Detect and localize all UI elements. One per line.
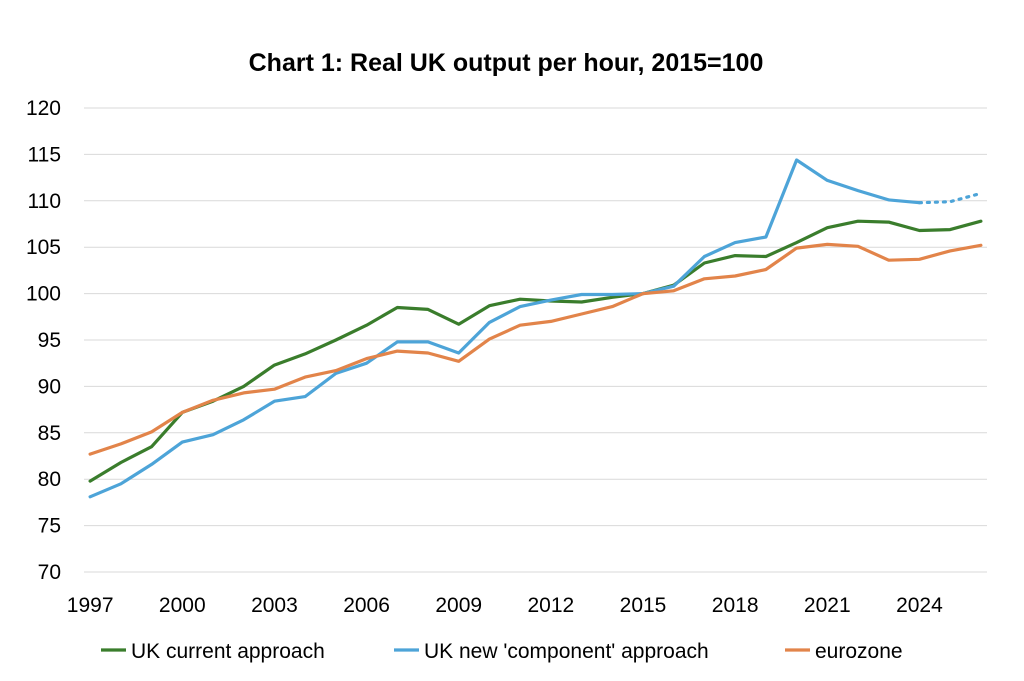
y-tick-label: 115 xyxy=(28,143,61,166)
legend-label: UK new 'component' approach xyxy=(424,640,709,663)
x-tick-label: 2015 xyxy=(620,594,667,617)
y-tick-label: 95 xyxy=(38,329,61,352)
y-tick-label: 85 xyxy=(38,422,61,445)
series-line-uk-new-component-approach-projection xyxy=(917,191,983,205)
x-tick-label: 2021 xyxy=(804,594,851,617)
x-tick-label: 2012 xyxy=(527,594,574,617)
series-line-uk-current-approach xyxy=(88,219,983,483)
x-tick-label: 2024 xyxy=(896,594,943,617)
x-tick-label: 2009 xyxy=(435,594,482,617)
y-axis-tick-labels: 120 115 110 105 100 95 90 85 80 75 70 xyxy=(26,97,61,584)
y-tick-label: 70 xyxy=(38,561,61,584)
series-lines xyxy=(88,158,983,499)
legend-label: UK current approach xyxy=(131,640,325,663)
y-tick-label: 80 xyxy=(38,468,61,491)
legend-label: eurozone xyxy=(815,640,903,663)
y-tick-label: 100 xyxy=(26,283,61,306)
y-tick-label: 105 xyxy=(26,236,61,259)
x-tick-label: 2000 xyxy=(159,594,206,617)
x-tick-label: 2003 xyxy=(251,594,298,617)
y-tick-label: 110 xyxy=(28,190,61,213)
gridlines xyxy=(84,107,987,573)
legend: UK current approach UK new 'component' ap… xyxy=(101,640,903,663)
x-tick-label: 2018 xyxy=(712,594,759,617)
x-tick-label: 2006 xyxy=(343,594,390,617)
series-line-eurozone xyxy=(88,242,983,456)
x-axis-tick-labels: 1997 2000 2003 2006 2009 2012 2015 2018 2021 2024 xyxy=(67,594,943,617)
y-tick-label: 75 xyxy=(38,515,61,538)
y-tick-label: 120 xyxy=(26,97,61,120)
x-tick-label: 1997 xyxy=(67,594,114,617)
y-tick-label: 90 xyxy=(38,375,61,398)
series-line-uk-new-component-approach xyxy=(88,158,922,499)
chart-title: Chart 1: Real UK output per hour, 2015=1… xyxy=(249,49,764,77)
